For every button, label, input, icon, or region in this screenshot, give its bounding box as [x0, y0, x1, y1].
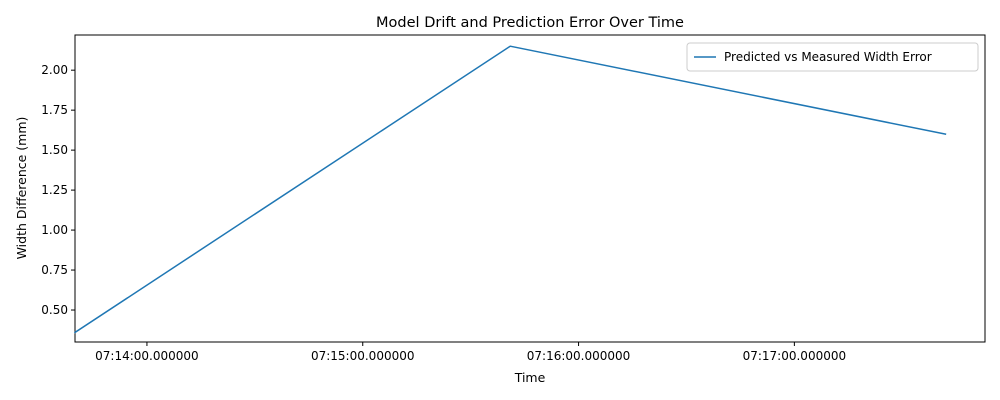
- y-tick-label: 1.75: [41, 103, 68, 117]
- x-axis-label: Time: [514, 370, 546, 385]
- series-layer: [73, 45, 947, 334]
- x-tick-label: 07:14:00.000000: [95, 349, 199, 363]
- legend-label: Predicted vs Measured Width Error: [724, 50, 932, 64]
- chart-title: Model Drift and Prediction Error Over Ti…: [376, 15, 684, 31]
- x-tick-label: 07:17:00.000000: [743, 349, 847, 363]
- series-line: [73, 45, 947, 334]
- x-tick-label: 07:15:00.000000: [311, 349, 415, 363]
- y-tick-label: 2.00: [41, 63, 68, 77]
- legend: Predicted vs Measured Width Error: [686, 42, 979, 72]
- legend-box: [686, 42, 979, 72]
- y-tick-label: 1.00: [41, 223, 68, 237]
- y-tick-label: 1.50: [41, 143, 68, 157]
- plot-frame: [74, 34, 986, 343]
- y-axis-label: Width Difference (mm): [14, 117, 29, 260]
- x-tick-label: 07:16:00.000000: [527, 349, 631, 363]
- x-axis-ticks: 07:14:00.000000 07:15:00.000000 07:16:00.0…: [95, 342, 846, 363]
- y-axis-ticks: 0.50 0.75 1.00 1.25 1.50 1.75 2.00: [41, 63, 75, 317]
- y-tick-label: 0.75: [41, 263, 68, 277]
- y-tick-label: 0.50: [41, 303, 68, 317]
- y-tick-label: 1.25: [41, 183, 68, 197]
